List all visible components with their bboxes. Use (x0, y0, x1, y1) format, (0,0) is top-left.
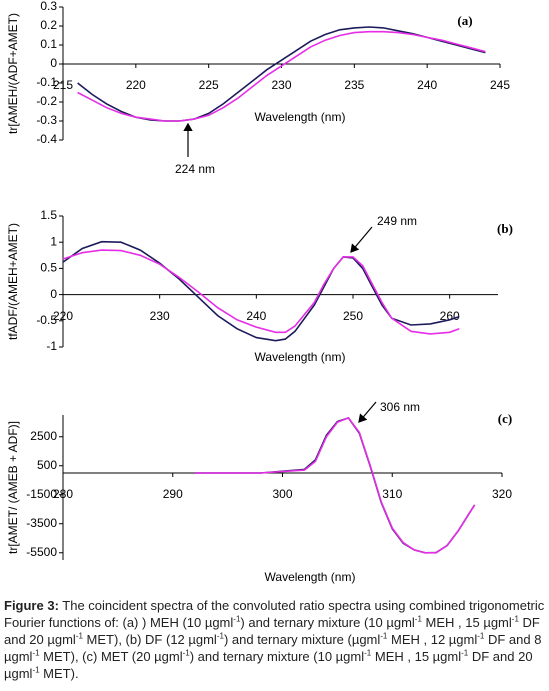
caption-superscript: -1 (75, 631, 83, 641)
caption-superscript: -1 (32, 665, 40, 675)
y-tick-label: 0 (50, 56, 57, 70)
x-tick-label: 240 (417, 78, 437, 92)
x-tick-label: 280 (53, 487, 73, 501)
caption-superscript: -1 (233, 614, 241, 624)
y-tick-label: -0.5 (36, 313, 57, 327)
caption-superscript: -1 (216, 631, 224, 641)
y-tick-label: 1 (50, 234, 57, 248)
y-tick-label: -0.3 (36, 113, 57, 127)
x-axis-label: Wavelength (nm) (265, 570, 356, 584)
caption-superscript: -1 (511, 614, 519, 624)
y-tick-label: 0.2 (40, 18, 57, 32)
caption-text: MET), (b) DF (12 µgml (82, 632, 217, 647)
y-tick-label: -0.4 (36, 132, 57, 146)
x-axis-label: Wavelength (nm) (255, 350, 346, 364)
x-tick-label: 230 (150, 309, 170, 323)
spectrum-line (62, 240, 460, 342)
caption-superscript: -1 (182, 648, 190, 658)
y-tick-label: 1.5 (40, 208, 57, 222)
y-tick-label: 500 (37, 458, 57, 472)
caption-text: MET). (39, 666, 79, 681)
caption-superscript: -1 (32, 648, 40, 658)
caption-text: MEH , 12 µgml (387, 632, 478, 647)
peak-arrow (350, 226, 373, 253)
y-axis-label: tr[AMEH/(ADF+AMET) (6, 13, 20, 134)
caption-text: DF and 8 µgml (4, 632, 542, 664)
caption-superscript: -1 (477, 631, 485, 641)
x-tick-label: 225 (199, 78, 219, 92)
x-tick-label: 260 (440, 309, 460, 323)
caption-text: MEH , 15 µgml (371, 649, 462, 664)
caption-text: DF and 20 µgml (4, 615, 540, 647)
peak-arrow (358, 401, 377, 423)
caption-superscript: -1 (380, 631, 388, 641)
y-tick-label: 0.5 (40, 261, 57, 275)
peak-label: 306 nm (380, 400, 420, 414)
y-tick-label: -0.1 (36, 75, 57, 89)
caption-text: MET), (c) MET (20 µgml (39, 649, 183, 664)
y-tick-label: 0.1 (40, 37, 57, 51)
caption-text: DF and 20 µgml (4, 649, 533, 681)
x-tick-label: 320 (492, 487, 512, 501)
x-tick-label: 310 (382, 487, 402, 501)
caption-text: The coincident spectra of the convoluted… (4, 598, 545, 630)
caption: Figure 3: The coincident spectra of the … (4, 597, 545, 682)
caption-text: MEH , 15 µgml (421, 615, 512, 630)
spectrum-line (77, 30, 486, 122)
peak-label: 224 nm (175, 162, 215, 176)
caption-text: ) and ternary mixture (10 µgml (189, 649, 365, 664)
caption-text: ) and ternary mixture (10 µgml (240, 615, 415, 630)
y-axis-label: tfADF/(AMEH+AMET) (6, 223, 20, 340)
y-tick-label: -3500 (26, 516, 57, 530)
spectrum-line (194, 416, 476, 554)
caption-superscript: -1 (364, 648, 372, 658)
caption-superscript: -1 (414, 614, 422, 624)
panel-tag: (b) (497, 221, 513, 236)
y-tick-label: -1 (46, 339, 57, 353)
spectrum-line (77, 26, 486, 122)
y-tick-label: -0.2 (36, 94, 57, 108)
panel-tag: (c) (498, 411, 512, 426)
y-tick-label: -5500 (26, 545, 57, 559)
spectrum-line (194, 416, 476, 554)
y-axis-label: tr[AMET/ (AMEB + ADF)] (6, 421, 20, 554)
x-tick-label: 235 (344, 78, 364, 92)
peak-label: 249 nm (377, 214, 417, 228)
x-tick-label: 300 (272, 487, 292, 501)
caption-text: ) and ternary mixture (µgml (223, 632, 381, 647)
x-tick-label: 250 (343, 309, 363, 323)
x-tick-label: 240 (246, 309, 266, 323)
spectrum-line (62, 249, 460, 335)
x-tick-label: 245 (490, 78, 510, 92)
y-tick-label: -1500 (26, 487, 57, 501)
caption-label: Figure 3: (4, 598, 59, 613)
y-tick-label: 2500 (30, 429, 57, 443)
panel-tag: (a) (457, 13, 472, 28)
caption-superscript: -1 (461, 648, 469, 658)
x-axis-label: Wavelength (nm) (255, 110, 346, 124)
x-tick-label: 290 (163, 487, 183, 501)
y-tick-label: 0.3 (40, 0, 57, 13)
x-tick-label: 220 (126, 78, 146, 92)
figure: -0.4 -0.3 -0.2 -0.1 0 0.1 0.2 0.3 215 220 225 230 23… (6, 0, 513, 584)
x-tick-label: 220 (53, 309, 73, 323)
x-tick-label: 230 (271, 78, 291, 92)
x-tick-label: 215 (53, 78, 73, 92)
y-tick-label: 0 (50, 287, 57, 301)
